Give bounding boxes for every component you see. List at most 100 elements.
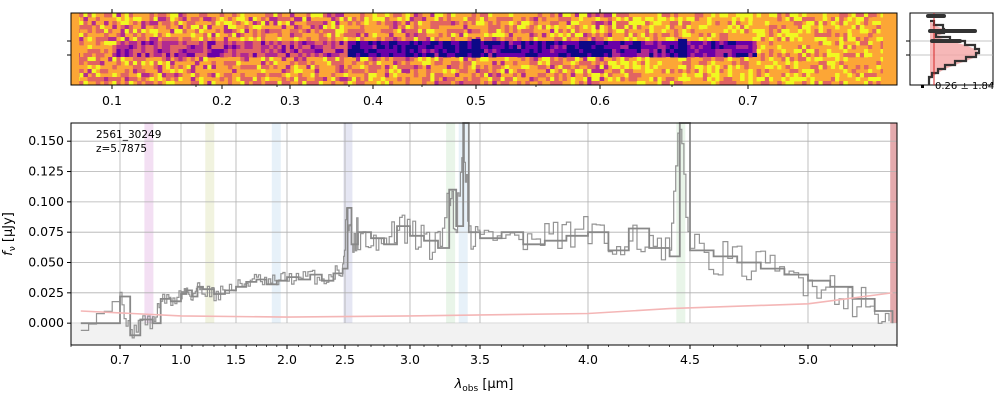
heatmap-cell	[785, 57, 791, 62]
heatmap-cell	[475, 17, 481, 22]
heatmap-cell	[426, 73, 431, 78]
heatmap-cell	[570, 77, 576, 82]
heatmap-cell	[872, 53, 877, 58]
heatmap-cell	[372, 21, 378, 26]
heatmap-cell	[285, 33, 291, 38]
heatmap-cell	[161, 45, 167, 50]
heatmap-cell	[669, 53, 675, 58]
heatmap-cell	[401, 73, 406, 78]
heatmap-cell	[273, 17, 278, 22]
heatmap-cell	[843, 53, 848, 58]
heatmap-cell	[417, 29, 423, 34]
heatmap-cell	[314, 45, 320, 50]
heatmap-cell	[252, 29, 258, 34]
heatmap-cell	[694, 53, 700, 58]
heatmap-cell	[607, 17, 613, 22]
heatmap-cell	[339, 13, 344, 18]
heatmap-cell	[446, 17, 452, 22]
heatmap-cell	[260, 65, 266, 70]
heatmap-cell	[665, 21, 671, 26]
heatmap-cell	[488, 49, 493, 54]
heatmap-cell	[475, 65, 481, 70]
heatmap-cell	[260, 41, 266, 46]
heatmap-cell	[500, 41, 506, 46]
heatmap-cell	[120, 57, 126, 62]
heatmap-cell	[471, 21, 477, 26]
heatmap-cell	[616, 17, 621, 22]
heatmap-cell	[620, 13, 625, 18]
heatmap-cell	[694, 81, 700, 86]
heatmap-cell	[636, 61, 642, 66]
heatmap-cell	[335, 49, 340, 54]
heatmap-cell	[438, 29, 444, 34]
heatmap-cell	[702, 45, 708, 50]
heatmap-cell	[434, 41, 439, 46]
heatmap-cell	[269, 77, 274, 82]
heatmap-cell	[223, 37, 229, 42]
heatmap-cell	[533, 33, 539, 38]
heatmap-cell	[550, 37, 555, 42]
heatmap-cell	[624, 53, 629, 58]
heatmap-cell	[562, 53, 567, 58]
heatmap-cell	[380, 17, 386, 22]
heatmap-cell	[335, 37, 340, 42]
heatmap-cell	[389, 53, 394, 58]
heatmap-cell	[616, 25, 621, 30]
heatmap-cell	[207, 77, 212, 82]
heatmap-cell	[793, 13, 799, 18]
heatmap-cell	[756, 73, 762, 78]
heatmap-cell	[331, 53, 336, 58]
heatmap-cell	[364, 73, 369, 78]
heatmap-cell	[211, 73, 216, 78]
heatmap-cell	[545, 81, 551, 86]
heatmap-cell	[211, 29, 216, 34]
heatmap-cell	[496, 73, 501, 78]
heatmap-cell	[620, 29, 625, 34]
heatmap-cell	[79, 69, 84, 74]
heatmap-cell	[661, 41, 667, 46]
heatmap-cell	[459, 29, 464, 34]
heatmap-cell	[620, 57, 625, 62]
heatmap-cell	[603, 73, 609, 78]
heatmap-cell	[793, 17, 799, 22]
heatmap-cell	[578, 61, 584, 66]
heatmap-cell	[174, 45, 179, 50]
heatmap-cell	[438, 81, 444, 86]
heatmap-cell	[104, 13, 109, 18]
heatmap-cell	[116, 49, 121, 54]
heatmap-cell	[797, 21, 803, 26]
heatmap-cell	[99, 69, 105, 74]
heatmap-cell	[339, 45, 344, 50]
heatmap-cell	[248, 21, 254, 26]
heatmap-cell	[149, 13, 154, 18]
heatmap-cell	[302, 65, 307, 70]
heatmap-cell	[459, 69, 464, 74]
heatmap-cell	[256, 37, 262, 42]
heatmap-cell	[781, 45, 786, 50]
heatmap-cell	[294, 53, 299, 58]
heatmap-cell	[389, 25, 394, 30]
heatmap-cell	[227, 21, 233, 26]
heatmap-cell	[839, 13, 844, 18]
heatmap-cell	[277, 33, 283, 38]
heatmap-cell	[484, 57, 489, 62]
heatmap-cell	[612, 53, 617, 58]
heatmap-cell	[707, 33, 712, 38]
heatmap-cell	[347, 33, 353, 38]
heatmap-cell	[578, 69, 584, 74]
heatmap-cell	[529, 45, 534, 50]
heatmap-cell	[748, 13, 753, 18]
heatmap-cell	[227, 77, 233, 82]
heatmap-cell	[116, 57, 121, 62]
heatmap-cell	[488, 13, 493, 18]
heatmap-cell	[826, 69, 832, 74]
heatmap-cell	[855, 53, 861, 58]
heatmap-cell	[636, 37, 642, 42]
heatmap-cell	[558, 57, 563, 62]
heatmap-cell	[616, 69, 621, 74]
heatmap-cell	[376, 53, 382, 58]
heatmap-cell	[426, 77, 431, 82]
heatmap-cell	[248, 53, 254, 58]
heatmap-cell	[756, 37, 762, 42]
heatmap-cell	[814, 37, 819, 42]
